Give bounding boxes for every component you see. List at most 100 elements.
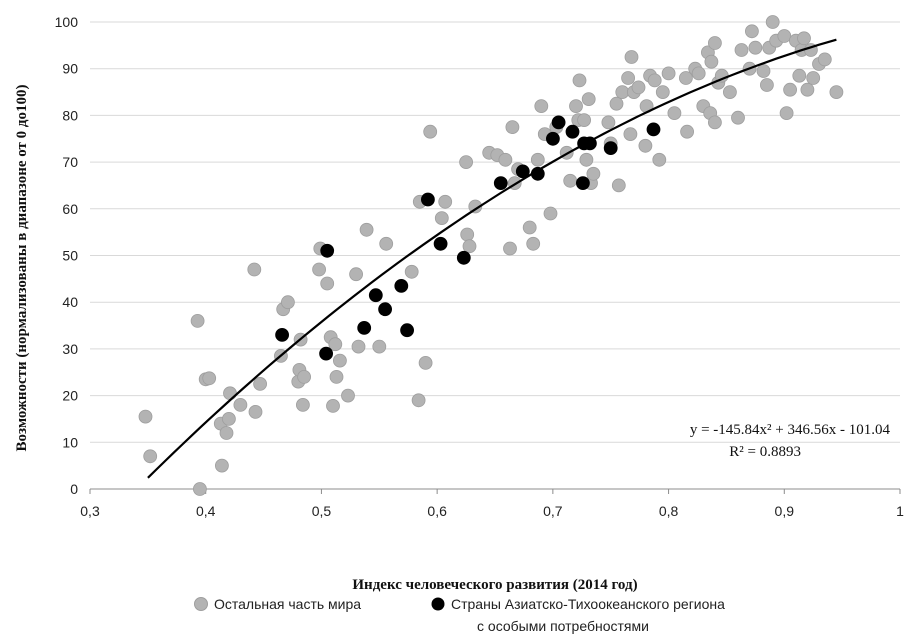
- point-rest-of-world: [522, 220, 537, 235]
- point-asia-pacific: [565, 124, 580, 139]
- x-tick-label: 0,4: [196, 503, 216, 519]
- point-rest-of-world: [505, 120, 520, 134]
- point-rest-of-world: [214, 458, 229, 473]
- point-rest-of-world: [349, 267, 364, 282]
- point-rest-of-world: [680, 124, 694, 139]
- point-rest-of-world: [320, 276, 335, 291]
- point-asia-pacific: [275, 327, 290, 342]
- point-rest-of-world: [581, 92, 596, 106]
- point-rest-of-world: [800, 82, 815, 97]
- point-rest-of-world: [679, 71, 693, 85]
- legend: Остальная часть мира Страны Азиатско-Тих…: [194, 596, 725, 634]
- point-rest-of-world: [462, 239, 477, 254]
- x-tick-label: 0,3: [80, 503, 100, 519]
- point-rest-of-world: [351, 339, 366, 354]
- x-tick-label: 0,9: [775, 503, 795, 519]
- point-rest-of-world: [631, 80, 646, 95]
- x-tick-labels: 0,3 0,4 0,5 0,6 0,7 0,8 0,9 1: [80, 503, 904, 519]
- legend-label-asia-pacific: Страны Азиатско-Тихоокеанского региона с …: [451, 596, 725, 634]
- legend-marker-asia-pacific: [431, 597, 445, 611]
- point-asia-pacific: [320, 243, 335, 258]
- x-tick-label: 0,8: [659, 503, 679, 519]
- y-tick-label: 90: [62, 61, 78, 77]
- point-rest-of-world: [579, 152, 594, 167]
- point-asia-pacific: [357, 320, 372, 335]
- point-rest-of-world: [601, 115, 616, 130]
- legend-label-line: с особыми потребностями: [477, 618, 649, 634]
- point-rest-of-world: [530, 152, 545, 167]
- point-rest-of-world: [418, 355, 433, 370]
- point-rest-of-world: [359, 222, 374, 237]
- point-rest-of-world: [526, 236, 541, 251]
- point-rest-of-world: [221, 411, 236, 426]
- legend-label-rest-of-world: Остальная часть мира: [214, 596, 361, 612]
- point-rest-of-world: [248, 404, 263, 419]
- point-rest-of-world: [779, 106, 794, 120]
- point-rest-of-world: [647, 73, 662, 88]
- point-asia-pacific: [603, 141, 618, 156]
- point-asia-pacific: [493, 176, 508, 191]
- point-rest-of-world: [379, 236, 394, 251]
- point-rest-of-world: [326, 398, 340, 413]
- point-rest-of-world: [708, 36, 722, 50]
- point-rest-of-world: [615, 85, 630, 99]
- point-rest-of-world: [247, 262, 262, 277]
- point-rest-of-world: [569, 99, 583, 113]
- point-asia-pacific: [368, 288, 383, 303]
- point-rest-of-world: [723, 85, 737, 99]
- point-rest-of-world: [192, 482, 207, 496]
- point-rest-of-world: [372, 339, 387, 354]
- point-asia-pacific: [378, 302, 393, 317]
- point-rest-of-world: [434, 211, 449, 226]
- point-rest-of-world: [655, 85, 670, 99]
- y-tick-label: 0: [70, 481, 78, 497]
- point-rest-of-world: [704, 54, 719, 69]
- point-asia-pacific: [394, 278, 409, 293]
- point-rest-of-world: [586, 166, 601, 181]
- point-asia-pacific: [515, 164, 530, 179]
- trendline: [147, 38, 837, 479]
- point-asia-pacific: [420, 192, 435, 207]
- point-rest-of-world: [760, 78, 774, 92]
- point-asia-pacific: [400, 323, 415, 338]
- y-tick-label: 60: [62, 201, 78, 217]
- point-rest-of-world: [223, 386, 237, 401]
- y-tick-label: 30: [62, 341, 78, 357]
- y-tick-label: 20: [62, 388, 78, 404]
- data-points: [138, 15, 844, 496]
- x-axis-title: Индекс человеческого развития (2014 год): [352, 577, 637, 593]
- y-tick-label: 10: [62, 434, 78, 450]
- point-rest-of-world: [734, 43, 749, 57]
- point-rest-of-world: [609, 96, 624, 111]
- point-rest-of-world: [329, 369, 344, 384]
- y-tick-label: 70: [62, 154, 78, 170]
- point-rest-of-world: [624, 50, 639, 64]
- point-rest-of-world: [572, 73, 587, 88]
- y-axis-title: Возможности (нормализованы в диапазоне о…: [14, 84, 30, 451]
- point-rest-of-world: [667, 106, 682, 120]
- point-rest-of-world: [708, 115, 722, 130]
- point-rest-of-world: [623, 127, 638, 142]
- x-tick-label: 0,5: [312, 503, 332, 519]
- point-rest-of-world: [498, 152, 513, 167]
- point-rest-of-world: [792, 68, 807, 83]
- y-tick-label: 100: [55, 14, 79, 30]
- point-rest-of-world: [783, 82, 797, 97]
- point-rest-of-world: [652, 152, 667, 167]
- point-asia-pacific: [546, 131, 560, 146]
- point-rest-of-world: [745, 24, 759, 39]
- point-rest-of-world: [423, 124, 438, 139]
- point-rest-of-world: [190, 313, 205, 328]
- point-rest-of-world: [563, 173, 578, 188]
- legend-label-line: Страны Азиатско-Тихоокеанского региона: [451, 596, 725, 612]
- point-rest-of-world: [295, 397, 310, 412]
- point-rest-of-world: [543, 206, 558, 221]
- point-rest-of-world: [233, 397, 248, 412]
- point-rest-of-world: [621, 71, 635, 85]
- legend-marker-rest-of-world: [194, 597, 208, 611]
- point-rest-of-world: [468, 199, 483, 214]
- point-rest-of-world: [460, 227, 475, 242]
- point-rest-of-world: [280, 295, 295, 310]
- y-tick-label: 50: [62, 248, 78, 264]
